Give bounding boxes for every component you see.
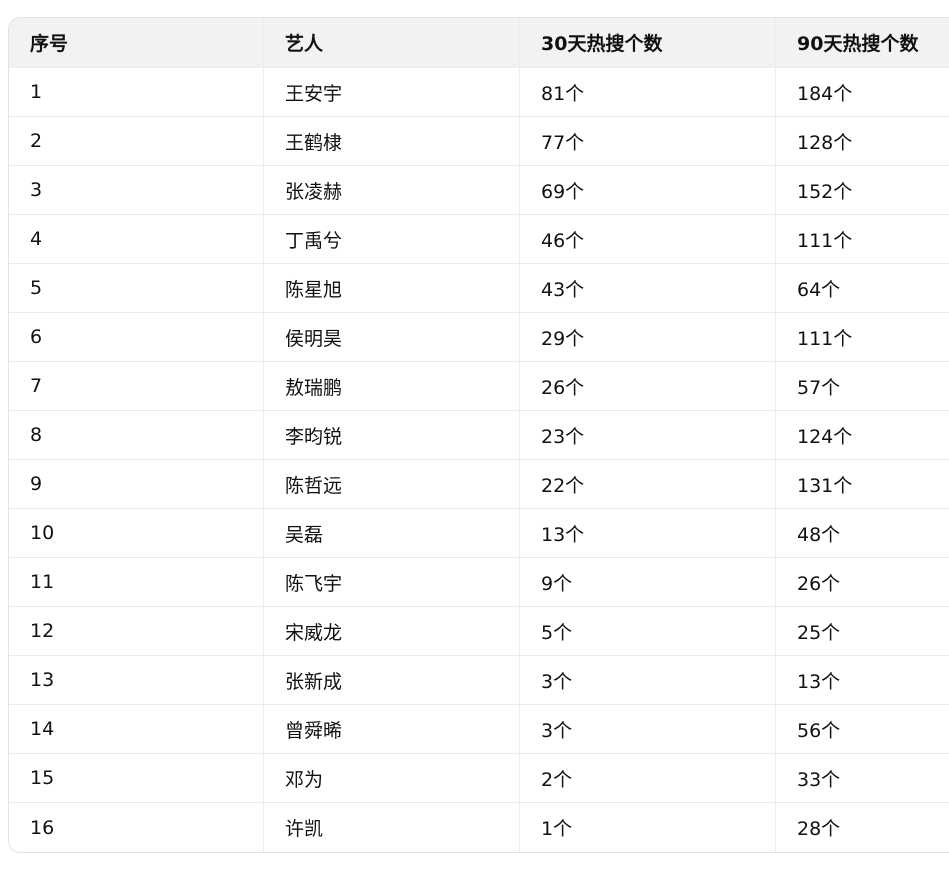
cell-rank: 9 [9, 460, 264, 509]
cell-artist: 敖瑞鹏 [264, 362, 520, 411]
cell-artist: 陈星旭 [264, 264, 520, 313]
cell-30day: 43个 [520, 264, 776, 313]
cell-90day: 25个 [776, 607, 949, 656]
table-row: 8 李昀锐 23个 124个 [9, 411, 949, 460]
cell-rank: 6 [9, 313, 264, 362]
cell-90day: 48个 [776, 509, 949, 558]
cell-rank: 15 [9, 754, 264, 803]
cell-rank: 13 [9, 656, 264, 705]
cell-rank: 3 [9, 166, 264, 215]
cell-30day: 23个 [520, 411, 776, 460]
cell-artist: 吴磊 [264, 509, 520, 558]
cell-30day: 5个 [520, 607, 776, 656]
table-row: 7 敖瑞鹏 26个 57个 [9, 362, 949, 411]
cell-90day: 64个 [776, 264, 949, 313]
cell-90day: 152个 [776, 166, 949, 215]
cell-90day: 131个 [776, 460, 949, 509]
table-row: 10 吴磊 13个 48个 [9, 509, 949, 558]
cell-90day: 28个 [797, 818, 841, 840]
table-row: 9 陈哲远 22个 131个 [9, 460, 949, 509]
table-row: 11 陈飞宇 9个 26个 [9, 558, 949, 607]
cell-rank: 11 [9, 558, 264, 607]
cell-artist: 王安宇 [264, 68, 520, 117]
cell-rank: 5 [9, 264, 264, 313]
cell-rank: 2 [9, 117, 264, 166]
cell-90day: 111个 [776, 215, 949, 264]
table-row: 2 王鹤棣 77个 128个 [9, 117, 949, 166]
cell-artist: 张新成 [264, 656, 520, 705]
hot-search-table: 序号 艺人 30天热搜个数 90天热搜个数 1 王安宇 81个 184个 2 王鹤棣 77个… [9, 18, 949, 852]
header-rank: 序号 [9, 18, 264, 68]
cell-90day: 26个 [776, 558, 949, 607]
cell-artist: 李昀锐 [264, 411, 520, 460]
header-artist: 艺人 [264, 18, 520, 68]
cell-artist: 陈哲远 [264, 460, 520, 509]
cell-30day: 3个 [520, 705, 776, 754]
cell-90day: 13个 [776, 656, 949, 705]
cell-rank: 1 [9, 68, 264, 117]
cell-30day: 22个 [520, 460, 776, 509]
cell-30day: 46个 [520, 215, 776, 264]
cell-artist: 王鹤棣 [264, 117, 520, 166]
cell-90day: 56个 [776, 705, 949, 754]
cell-rank: 12 [9, 607, 264, 656]
cell-90day: 111个 [776, 313, 949, 362]
table-row: 4 丁禹兮 46个 111个 [9, 215, 949, 264]
cell-artist: 宋威龙 [264, 607, 520, 656]
cell-rank: 10 [9, 509, 264, 558]
header-90day: 90天热搜个数 [776, 18, 949, 68]
cell-rank: 7 [9, 362, 264, 411]
cell-artist: 陈飞宇 [264, 558, 520, 607]
cell-rank: 14 [9, 705, 264, 754]
cell-artist: 丁禹兮 [264, 215, 520, 264]
cell-artist: 张凌赫 [264, 166, 520, 215]
cell-90day: 57个 [776, 362, 949, 411]
cell-30day: 29个 [520, 313, 776, 362]
cell-90day: 124个 [776, 411, 949, 460]
table-row: 1 王安宇 81个 184个 [9, 68, 949, 117]
table-row: 12 宋威龙 5个 25个 [9, 607, 949, 656]
cell-rank: 8 [9, 411, 264, 460]
cell-30day: 26个 [520, 362, 776, 411]
hot-search-table-container: 序号 艺人 30天热搜个数 90天热搜个数 1 王安宇 81个 184个 2 王鹤棣 77个… [8, 17, 949, 853]
cell-rank: 4 [9, 215, 264, 264]
table-row: 13 张新成 3个 13个 [9, 656, 949, 705]
cell-artist: 曾舜晞 [264, 705, 520, 754]
table-row: 3 张凌赫 69个 152个 [9, 166, 949, 215]
cell-30day: 81个 [520, 68, 776, 117]
table-row: 6 侯明昊 29个 111个 [9, 313, 949, 362]
cell-artist: 许凯 [264, 803, 520, 852]
table-row: 15 邓为 2个 33个 [9, 754, 949, 803]
cell-30day: 1个 [520, 803, 776, 852]
cell-30day: 69个 [520, 166, 776, 215]
table-row: 16 许凯 1个 28个 [9, 803, 949, 852]
cell-30day: 9个 [520, 558, 776, 607]
cell-30day: 2个 [520, 754, 776, 803]
cell-90day: 128个 [776, 117, 949, 166]
cell-90day: 184个 [776, 68, 949, 117]
cell-30day: 77个 [520, 117, 776, 166]
cell-artist: 侯明昊 [264, 313, 520, 362]
cell-30day: 13个 [520, 509, 776, 558]
header-30day: 30天热搜个数 [520, 18, 776, 68]
cell-30day: 3个 [520, 656, 776, 705]
table-row: 5 陈星旭 43个 64个 [9, 264, 949, 313]
cell-artist: 邓为 [264, 754, 520, 803]
table-header-row: 序号 艺人 30天热搜个数 90天热搜个数 [9, 18, 949, 68]
cell-rank: 16 [9, 803, 264, 852]
cell-90day: 33个 [776, 754, 949, 803]
table-row: 14 曾舜晞 3个 56个 [9, 705, 949, 754]
